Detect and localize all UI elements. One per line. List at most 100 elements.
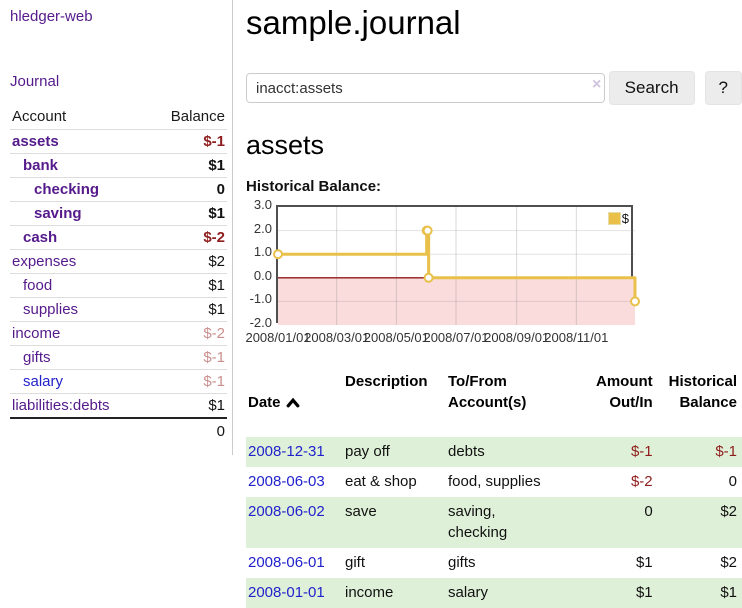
transaction-row: 2008-01-01 income salary $1 $1 — [246, 577, 742, 608]
transaction-date-link[interactable]: 2008-06-02 — [248, 502, 325, 520]
account-name-cell: liabilities:debts — [10, 394, 148, 419]
account-balance: $1 — [208, 397, 225, 414]
y-axis-tick-label: 1.0 — [253, 244, 272, 260]
account-link-liabilities-debts[interactable]: liabilities:debts — [12, 397, 110, 414]
chart-title: Historical Balance: — [246, 178, 382, 195]
transaction-amount: $-2 — [630, 472, 653, 490]
account-balance: $2 — [147, 249, 227, 274]
account-name-cell: expenses — [10, 249, 148, 274]
transaction-accounts: salary — [448, 583, 489, 601]
date-column-header[interactable]: Date — [246, 368, 343, 437]
transaction-amount: $1 — [635, 554, 653, 571]
account-row: gifts $-1 — [10, 345, 227, 370]
transaction-amount: $1 — [635, 583, 653, 601]
account-row: liabilities:debts $1 — [10, 394, 227, 419]
account-link-checking[interactable]: checking — [34, 181, 100, 198]
data-point — [423, 272, 434, 283]
transaction-date-link[interactable]: 2008-06-01 — [248, 554, 325, 571]
accounts-column-header: To/From Account(s) — [448, 373, 527, 411]
transaction-date-cell: 2008-06-03 — [246, 467, 343, 497]
y-axis-tick-label: -2.0 — [249, 315, 272, 330]
transaction-date-cell: 2008-06-01 — [246, 548, 343, 578]
accounts-table: Account Balance assets $-1 bank $1 checking 0… — [10, 104, 227, 443]
sidebar: hledger-web Journal Account Balance asse… — [0, 0, 233, 455]
y-axis-tick-label: 2.0 — [253, 220, 272, 236]
main-content: sample.journal × Search ? assets Histori… — [234, 0, 742, 608]
sidebar-item-journal[interactable]: Journal — [10, 73, 60, 90]
transaction-description: gift — [345, 554, 366, 571]
legend-label: $ — [621, 211, 629, 226]
transaction-date-link[interactable]: 2008-12-31 — [248, 443, 325, 460]
accounts-total-value: 0 — [10, 417, 227, 443]
transaction-balance: $2 — [720, 502, 737, 520]
transaction-description: income — [345, 583, 394, 601]
account-link-gifts[interactable]: gifts — [23, 349, 51, 366]
account-link-expenses[interactable]: expenses — [12, 253, 77, 270]
transaction-accounts: gifts — [448, 554, 476, 571]
account-link-food[interactable]: food — [23, 277, 53, 294]
x-axis-tick-label: 2008/09/01 — [484, 330, 550, 345]
historical-balance-chart: $ 3.0 2.0 1.0 0.0 -1.0 -2.0 2008/01/01 2008/03/… — [245, 197, 676, 348]
account-heading: assets — [246, 130, 325, 160]
account-row: cash $-2 — [10, 225, 227, 250]
account-name-cell: bank — [10, 153, 148, 178]
help-button[interactable]: ? — [704, 71, 742, 105]
accounts-table-header: Account Balance — [10, 104, 227, 130]
account-name-cell: salary — [10, 369, 148, 394]
data-point — [630, 296, 640, 307]
account-link-assets[interactable]: assets — [12, 133, 59, 150]
transactions-header-row: Date Description To/From Account(s) Amou… — [246, 368, 742, 437]
account-row: bank $1 — [10, 153, 227, 178]
app-brand-link[interactable]: hledger-web — [10, 8, 93, 25]
y-axis-tick-label: 3.0 — [253, 197, 272, 212]
transaction-balance: $1 — [720, 583, 737, 601]
account-balance: $-1 — [147, 345, 227, 370]
search-input[interactable] — [246, 73, 605, 103]
transaction-balance: $2 — [720, 554, 737, 571]
account-link-bank[interactable]: bank — [23, 157, 59, 174]
account-balance: $-1 — [147, 129, 227, 154]
transaction-accounts: food, supplies — [448, 472, 541, 490]
transaction-date-link[interactable]: 2008-01-01 — [248, 583, 325, 601]
account-row: expenses $2 — [10, 249, 227, 274]
account-row: food $1 — [10, 273, 227, 298]
transaction-description: save — [345, 502, 377, 520]
transaction-balance: $-1 — [715, 443, 737, 460]
sort-ascending-icon — [286, 397, 299, 408]
account-link-cash[interactable]: cash — [23, 229, 58, 246]
description-column-header: Description — [345, 373, 428, 390]
transaction-balance: 0 — [728, 472, 737, 490]
accounts-table-body: assets $-1 bank $1 checking 0 saving $1 cash $-2 e… — [10, 129, 227, 443]
account-name-cell: income — [10, 321, 148, 346]
account-row: checking 0 — [10, 177, 227, 202]
chart-legend: $ — [606, 210, 630, 227]
search-button[interactable]: Search — [608, 71, 695, 105]
account-name-cell: assets — [10, 129, 148, 154]
transaction-row: 2008-12-31 pay off debts $-1 $-1 — [246, 437, 742, 467]
x-axis-tick-label: 2008/07/01 — [423, 330, 489, 345]
transaction-date-cell: 2008-06-02 — [246, 497, 343, 549]
account-link-income[interactable]: income — [12, 325, 61, 342]
clear-search-icon[interactable]: × — [592, 76, 602, 93]
balance-column-header: Balance — [147, 104, 227, 130]
transaction-row: 2008-06-03 eat & shop food, supplies $-2 0 — [246, 467, 742, 497]
account-name-cell: cash — [10, 225, 148, 250]
account-link-supplies[interactable]: supplies — [23, 301, 79, 318]
page-title: sample.journal — [246, 4, 461, 41]
account-balance: $1 — [147, 153, 227, 178]
chart-canvas — [273, 207, 640, 325]
transaction-amount: $-1 — [630, 443, 653, 460]
account-name-cell: supplies — [10, 297, 148, 322]
y-axis-tick-label: -1.0 — [249, 291, 272, 307]
account-balance: $1 — [147, 201, 227, 226]
chart-plot: $ — [273, 205, 640, 325]
account-link-saving[interactable]: saving — [34, 205, 82, 222]
transaction-date-link[interactable]: 2008-06-03 — [248, 472, 325, 490]
x-axis-tick-label: 2008/03/01 — [304, 330, 370, 345]
account-link-salary[interactable]: salary — [23, 373, 64, 390]
transaction-description: pay off — [345, 443, 390, 460]
account-balance: $-2 — [147, 321, 227, 346]
account-row: income $-2 — [10, 321, 227, 346]
x-axis-tick-label: 2008/05/01 — [363, 330, 429, 345]
account-row: assets $-1 — [10, 129, 227, 154]
